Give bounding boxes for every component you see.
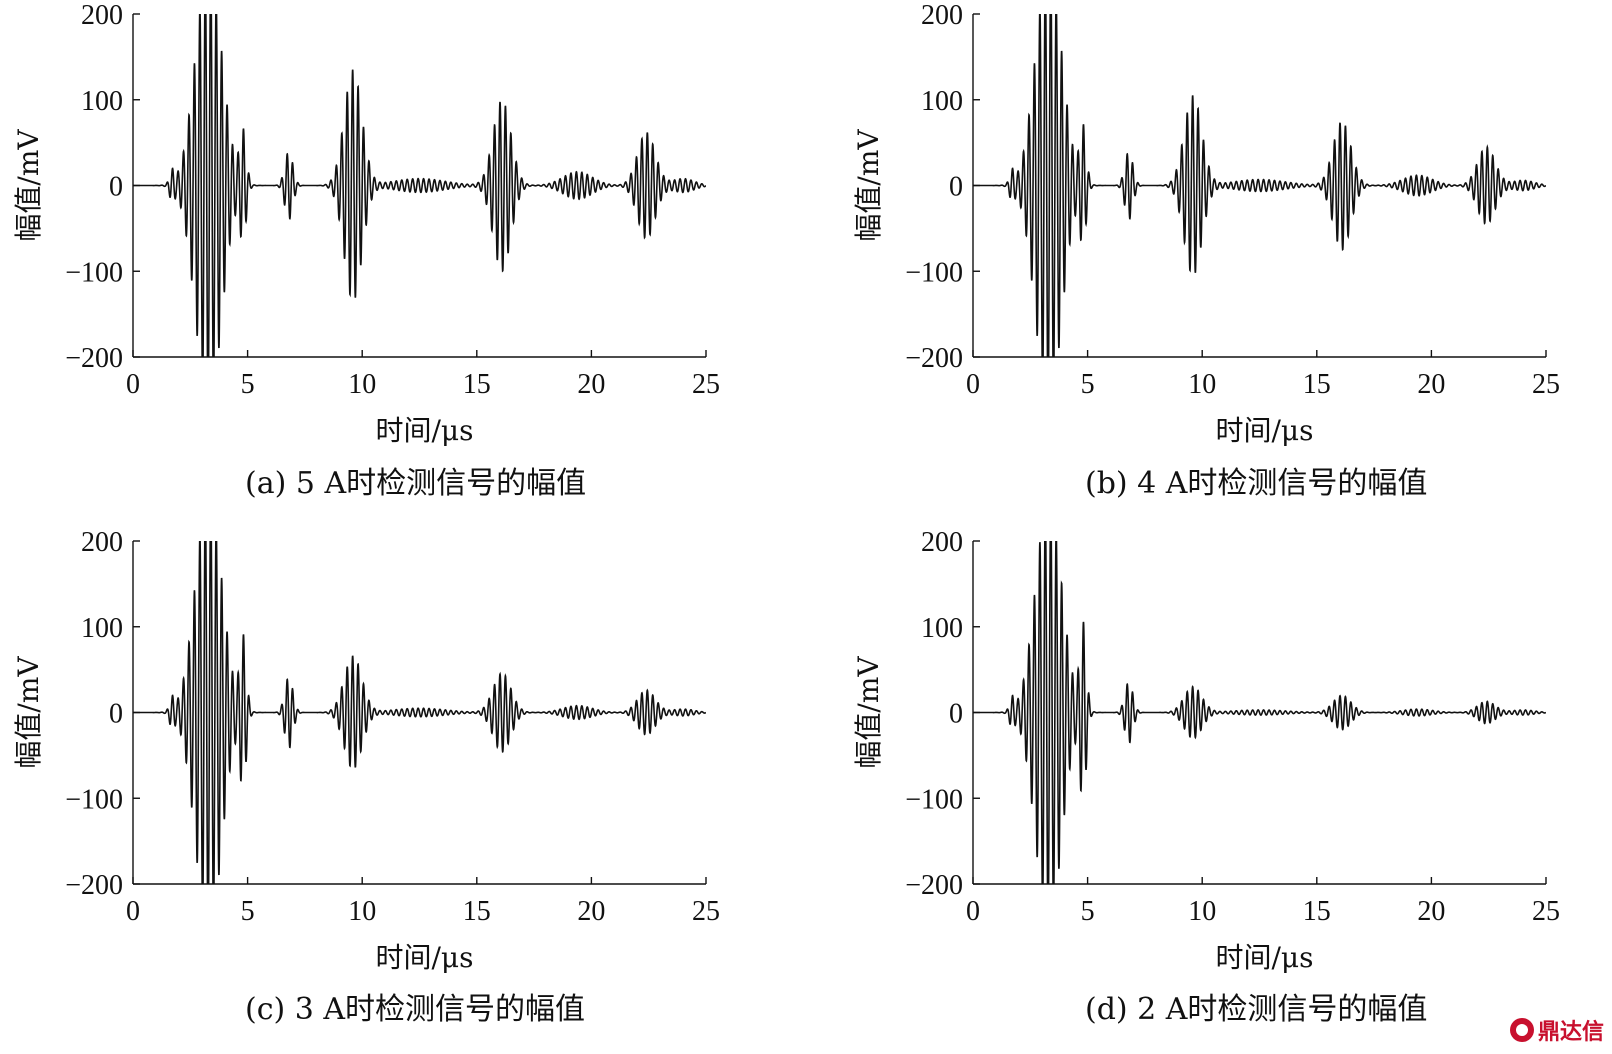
x-tick-label: 5 <box>241 369 255 400</box>
signal-line <box>973 14 1546 357</box>
x-tick-label: 25 <box>692 896 720 927</box>
x-tick-label: 10 <box>348 896 376 927</box>
y-tick-label: −100 <box>65 784 123 815</box>
chart-svg-b: 0 5 10 15 20 25 200 100 0 −100 −200 时间/μs 幅值/mV <box>852 0 1560 447</box>
y-tick-label: −200 <box>65 343 123 374</box>
y-tick-label: 100 <box>921 86 963 117</box>
logo-circle-icon <box>1509 1018 1534 1042</box>
y-tick-label: −100 <box>905 784 963 815</box>
y-tick-label: 100 <box>81 613 123 644</box>
chart-panel-b: 0 5 10 15 20 25 200 100 0 −100 −200 时间/μs 幅值/mV (b) … <box>840 0 1612 527</box>
x-tick-label: 0 <box>126 369 140 400</box>
y-tick-label: 0 <box>109 699 123 730</box>
y-tick-label: −100 <box>905 257 963 288</box>
y-tick-label: 100 <box>921 613 963 644</box>
y-tick-label: 0 <box>949 699 963 730</box>
x-tick-label: 20 <box>577 369 605 400</box>
x-tick-label: 25 <box>1532 369 1560 400</box>
chart-caption-c: (c) 3 A时检测信号的幅值 <box>245 992 586 1027</box>
x-axis-label: 时间/μs <box>1215 941 1313 974</box>
y-axis-label: 幅值/mV <box>852 656 885 769</box>
chart-svg-d: 0 5 10 15 20 25 200 100 0 −100 −200 时间/μs 幅值/mV <box>852 527 1560 974</box>
chart-svg-c: 0 5 10 15 20 25 200 100 0 −100 −200 时间/μs 幅值/mV <box>12 527 720 974</box>
x-tick-label: 10 <box>1188 896 1216 927</box>
watermark-text: 鼎达信 <box>1537 1020 1604 1045</box>
watermark: 鼎达信 <box>1509 1014 1604 1046</box>
signal-line <box>133 541 706 884</box>
signal-line <box>133 14 706 357</box>
x-tick-label: 15 <box>1303 896 1331 927</box>
x-tick-label: 15 <box>1303 369 1331 400</box>
y-axis-label: 幅值/mV <box>12 129 45 242</box>
y-axis-label: 幅值/mV <box>852 129 885 242</box>
chart-panel-c: 0 5 10 15 20 25 200 100 0 −100 −200 时间/μs 幅值/mV (c) … <box>0 527 806 1054</box>
chart-svg-a: 0 5 10 15 20 25 200 100 0 −100 −200 时间/μs 幅值/mV <box>12 0 720 447</box>
y-tick-label: −200 <box>905 343 963 374</box>
chart-panel-d: 0 5 10 15 20 25 200 100 0 −100 −200 时间/μs 幅值/mV (d) … <box>840 527 1612 1054</box>
x-tick-label: 5 <box>1081 369 1095 400</box>
x-tick-label: 15 <box>463 369 491 400</box>
x-tick-label: 0 <box>126 896 140 927</box>
y-tick-label: 200 <box>81 527 123 558</box>
x-axis-label: 时间/μs <box>1215 414 1313 447</box>
x-tick-label: 25 <box>1532 896 1560 927</box>
x-tick-label: 10 <box>348 369 376 400</box>
y-tick-label: 0 <box>949 172 963 203</box>
x-axis-label: 时间/μs <box>375 414 473 447</box>
y-tick-label: −100 <box>65 257 123 288</box>
chart-panel-a: 0 5 10 15 20 25 200 100 0 −100 −200 时间/μs 幅值/mV (a) … <box>0 0 806 527</box>
x-tick-label: 20 <box>1417 896 1445 927</box>
y-tick-label: −200 <box>65 870 123 901</box>
chart-caption-d: (d) 2 A时检测信号的幅值 <box>1085 992 1428 1027</box>
x-tick-label: 15 <box>463 896 491 927</box>
y-tick-label: 200 <box>81 0 123 31</box>
x-tick-label: 5 <box>241 896 255 927</box>
x-tick-label: 20 <box>1417 369 1445 400</box>
y-tick-label: −200 <box>905 870 963 901</box>
chart-caption-a: (a) 5 A时检测信号的幅值 <box>245 466 587 501</box>
x-tick-label: 20 <box>577 896 605 927</box>
x-tick-label: 5 <box>1081 896 1095 927</box>
x-tick-label: 0 <box>966 896 980 927</box>
x-tick-label: 25 <box>692 369 720 400</box>
y-axis-label: 幅值/mV <box>12 656 45 769</box>
x-tick-label: 0 <box>966 369 980 400</box>
y-tick-label: 200 <box>921 527 963 558</box>
y-tick-label: 100 <box>81 86 123 117</box>
chart-caption-b: (b) 4 A时检测信号的幅值 <box>1085 466 1428 501</box>
y-tick-label: 0 <box>109 172 123 203</box>
signal-line <box>973 541 1546 884</box>
x-axis-label: 时间/μs <box>375 941 473 974</box>
y-tick-label: 200 <box>921 0 963 31</box>
x-tick-label: 10 <box>1188 369 1216 400</box>
